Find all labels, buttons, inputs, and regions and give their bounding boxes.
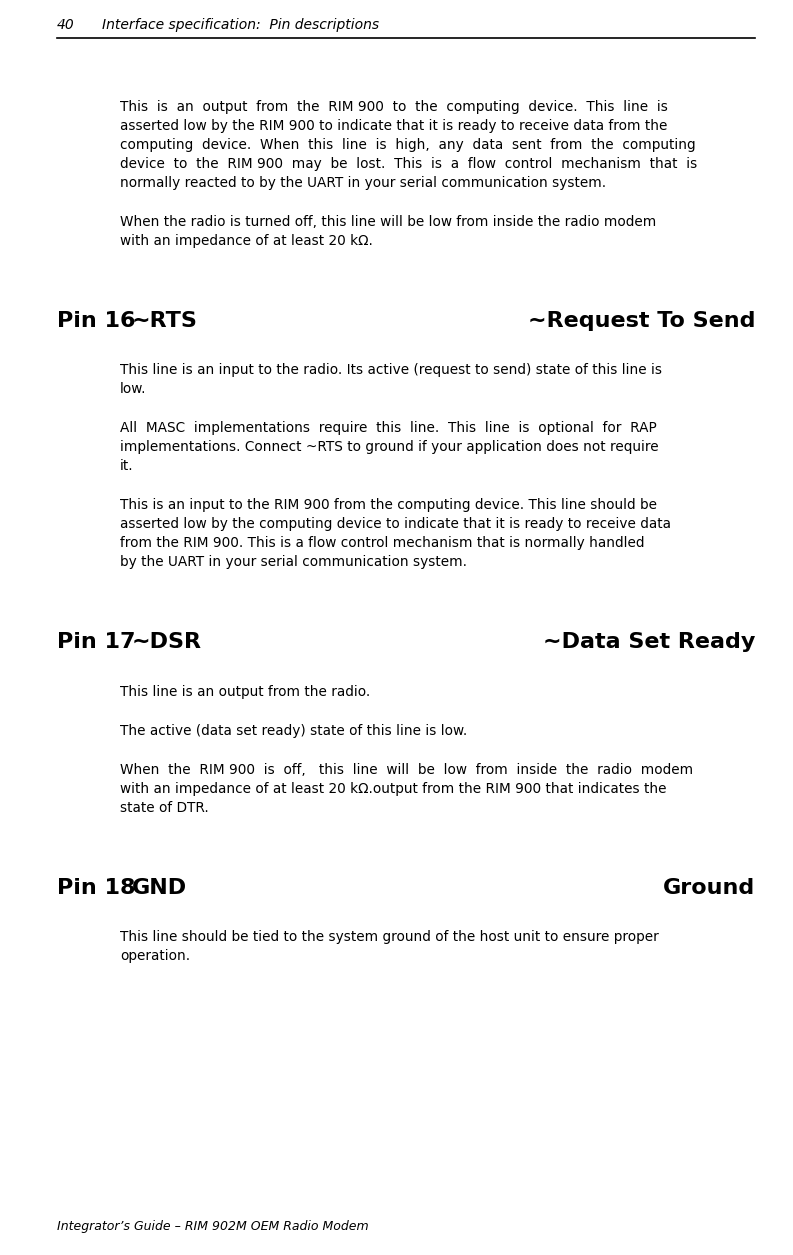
Text: When the radio is turned off, this line will be low from inside the radio modem: When the radio is turned off, this line … (120, 215, 657, 228)
Text: This line is an output from the radio.: This line is an output from the radio. (120, 685, 370, 699)
Text: ~RTS: ~RTS (132, 311, 198, 331)
Text: Pin 18: Pin 18 (57, 877, 136, 897)
Text: asserted low by the RIM 900 to indicate that it is ready to receive data from th: asserted low by the RIM 900 to indicate … (120, 119, 668, 133)
Text: with an impedance of at least 20 kΩ.output from the RIM 900 that indicates the: with an impedance of at least 20 kΩ.outp… (120, 782, 666, 796)
Text: normally reacted to by the UART in your serial communication system.: normally reacted to by the UART in your … (120, 176, 606, 190)
Text: This is an input to the RIM 900 from the computing device. This line should be: This is an input to the RIM 900 from the… (120, 498, 657, 512)
Text: ~Request To Send: ~Request To Send (527, 311, 755, 331)
Text: from the RIM 900. This is a flow control mechanism that is normally handled: from the RIM 900. This is a flow control… (120, 536, 645, 551)
Text: Integrator’s Guide – RIM 902M OEM Radio Modem: Integrator’s Guide – RIM 902M OEM Radio … (57, 1220, 369, 1232)
Text: The active (data set ready) state of this line is low.: The active (data set ready) state of thi… (120, 724, 467, 738)
Text: asserted low by the computing device to indicate that it is ready to receive dat: asserted low by the computing device to … (120, 517, 671, 531)
Text: by the UART in your serial communication system.: by the UART in your serial communication… (120, 556, 467, 570)
Text: This line is an input to the radio. Its active (request to send) state of this l: This line is an input to the radio. Its … (120, 364, 662, 378)
Text: All  MASC  implementations  require  this  line.  This  line  is  optional  for : All MASC implementations require this li… (120, 422, 657, 435)
Text: This line should be tied to the system ground of the host unit to ensure proper: This line should be tied to the system g… (120, 930, 659, 944)
Text: When  the  RIM 900  is  off,   this  line  will  be  low  from  inside  the  rad: When the RIM 900 is off, this line will … (120, 763, 693, 777)
Text: ~Data Set Ready: ~Data Set Ready (542, 633, 755, 653)
Text: ~DSR: ~DSR (132, 633, 202, 653)
Text: Interface specification:  Pin descriptions: Interface specification: Pin description… (102, 18, 379, 31)
Text: implementations. Connect ~RTS to ground if your application does not require: implementations. Connect ~RTS to ground … (120, 441, 659, 454)
Text: Pin 17: Pin 17 (57, 633, 136, 653)
Text: computing  device.  When  this  line  is  high,  any  data  sent  from  the  com: computing device. When this line is high… (120, 138, 695, 152)
Text: This  is  an  output  from  the  RIM 900  to  the  computing  device.  This  lin: This is an output from the RIM 900 to th… (120, 100, 668, 114)
Text: 40: 40 (57, 18, 75, 31)
Text: it.: it. (120, 459, 134, 473)
Text: Pin 16: Pin 16 (57, 311, 136, 331)
Text: low.: low. (120, 383, 147, 397)
Text: operation.: operation. (120, 949, 190, 963)
Text: with an impedance of at least 20 kΩ.: with an impedance of at least 20 kΩ. (120, 233, 373, 248)
Text: GND: GND (132, 877, 187, 897)
Text: Ground: Ground (663, 877, 755, 897)
Text: device  to  the  RIM 900  may  be  lost.  This  is  a  flow  control  mechanism : device to the RIM 900 may be lost. This … (120, 157, 697, 171)
Text: state of DTR.: state of DTR. (120, 801, 209, 814)
